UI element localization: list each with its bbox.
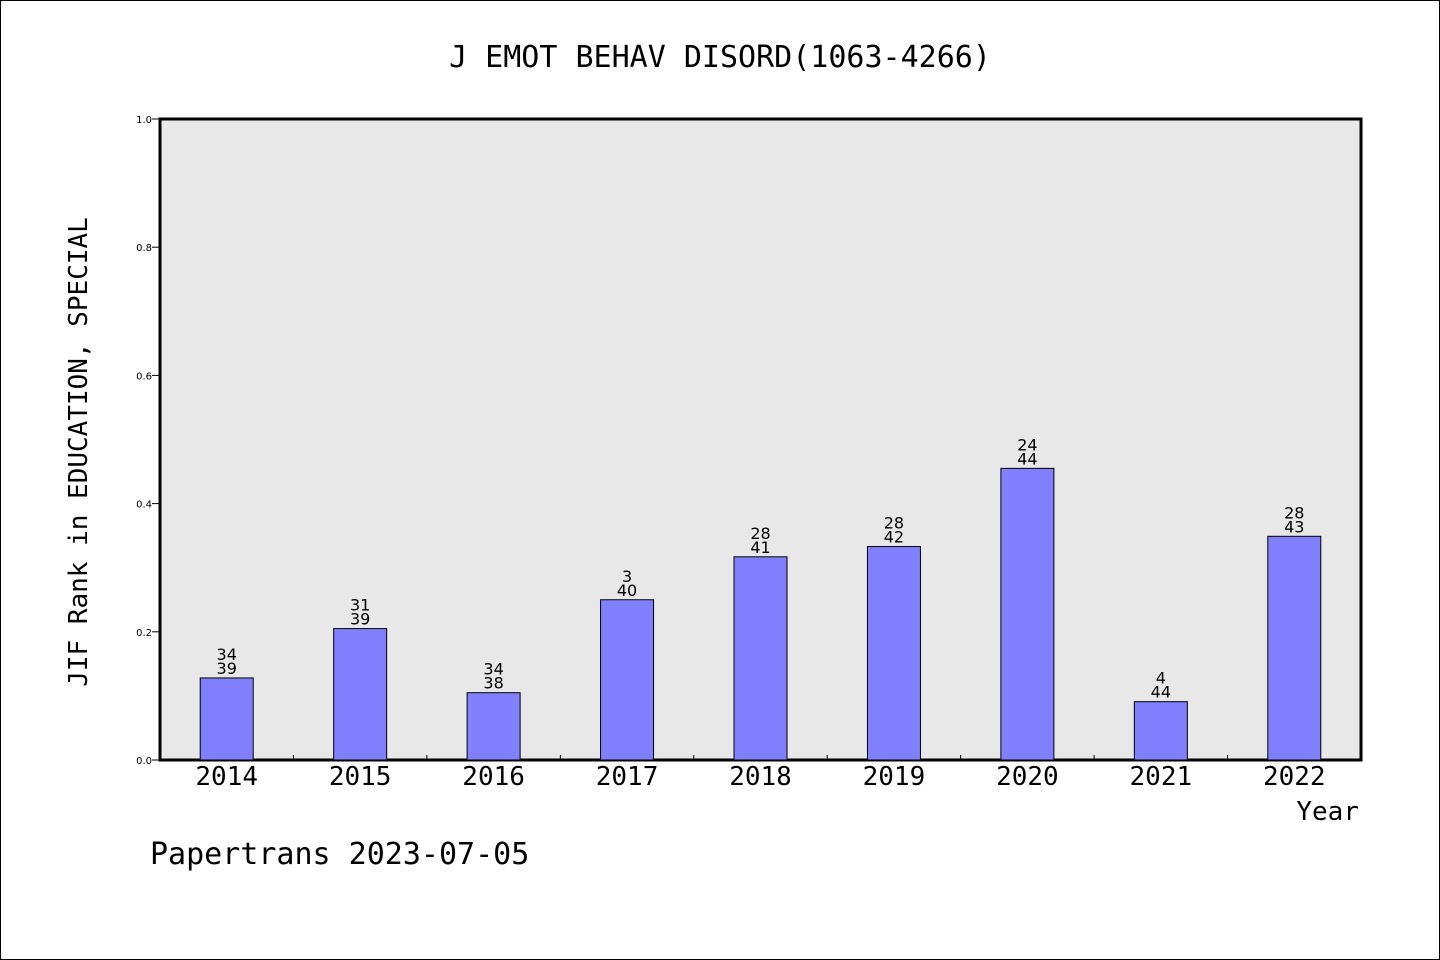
bar-total-label: 39 — [350, 610, 370, 629]
y-tick-label: 0.0 — [136, 756, 152, 767]
y-tick-label: 0.2 — [136, 628, 152, 639]
x-tick-label: 2019 — [863, 762, 926, 792]
bar-total-label: 42 — [884, 528, 904, 547]
bar-total-label: 39 — [217, 659, 237, 678]
footer-text: Papertrans 2023-07-05 — [150, 837, 529, 872]
x-tick-label: 2018 — [729, 762, 792, 792]
x-tick-label: 2020 — [996, 762, 1059, 792]
bar-total-label: 44 — [1151, 683, 1171, 702]
bar-rank-label: 31 — [350, 596, 370, 615]
x-tick-label: 2016 — [462, 762, 525, 792]
y-tick-label: 0.8 — [136, 243, 152, 254]
bar-rank-label: 3 — [622, 567, 632, 586]
bar-2020 — [1000, 467, 1055, 761]
bar-2022 — [1267, 535, 1322, 761]
bar-rank-label: 28 — [750, 524, 770, 543]
x-tick-label: 2017 — [596, 762, 659, 792]
y-tick-label: 0.4 — [136, 500, 152, 511]
bar-rank-label: 4 — [1156, 669, 1166, 688]
bar-2021 — [1133, 701, 1188, 761]
x-axis: 2014 2015 2016 2017 2018 2019 2020 2021 2022 — [195, 755, 1326, 792]
y-tick-label: 1.0 — [136, 115, 152, 126]
x-axis-label: Year — [1296, 797, 1359, 827]
bar-total-label: 44 — [1017, 449, 1037, 468]
y-axis: 0.0 0.2 0.4 0.6 0.8 1.0 — [136, 115, 160, 767]
bar-total-label: 40 — [617, 581, 637, 600]
x-tick-label: 2022 — [1263, 762, 1326, 792]
bar-2017 — [600, 599, 655, 761]
bar-2014 — [199, 677, 254, 761]
bar-2015 — [333, 628, 388, 761]
y-axis-label: JIF Rank in EDUCATION, SPECIAL — [64, 217, 94, 687]
bar-total-label: 41 — [750, 538, 770, 557]
bar-rank-label: 34 — [217, 645, 237, 664]
bar-rank-label: 28 — [1284, 503, 1304, 522]
x-tick-label: 2015 — [329, 762, 392, 792]
bar-total-label: 43 — [1284, 517, 1304, 536]
bar-rank-label: 24 — [1017, 435, 1037, 454]
y-tick-label: 0.6 — [136, 371, 152, 382]
bar-2016 — [466, 692, 521, 761]
x-tick-label: 2021 — [1130, 762, 1193, 792]
bars-group — [199, 467, 1322, 761]
bar-rank-label: 34 — [483, 660, 503, 679]
x-tick-label: 2014 — [195, 762, 258, 792]
bar-rank-label: 28 — [884, 514, 904, 533]
bar-2018 — [733, 556, 788, 761]
bar-total-label: 38 — [483, 674, 503, 693]
bar-2019 — [866, 546, 921, 761]
chart-title: J EMOT BEHAV DISORD(1063-4266) — [449, 40, 991, 75]
